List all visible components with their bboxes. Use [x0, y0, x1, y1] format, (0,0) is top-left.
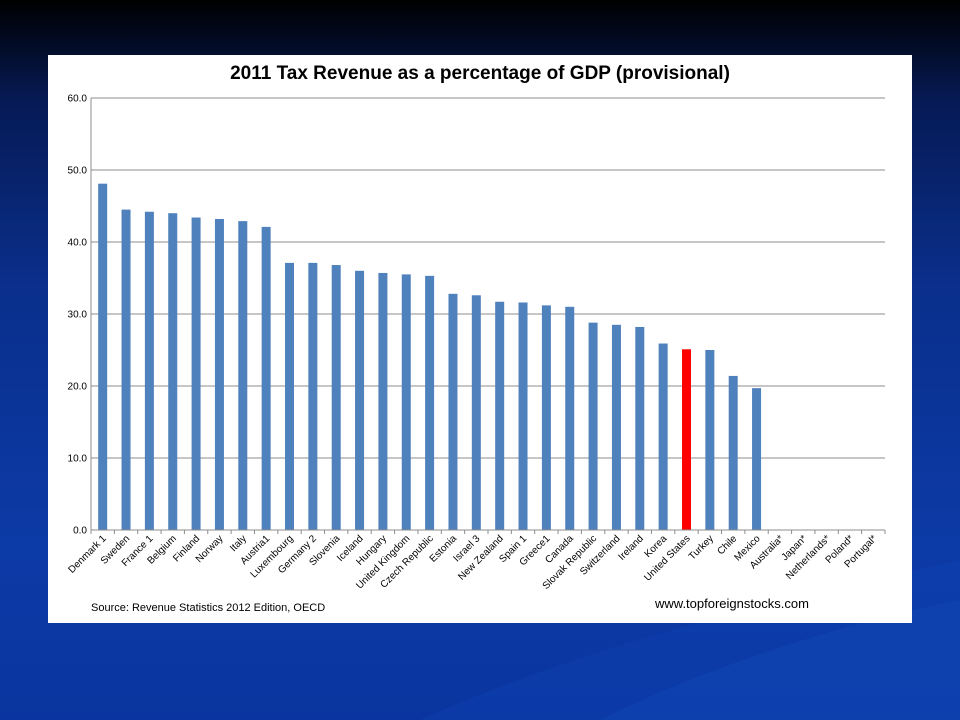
bar	[285, 262, 294, 530]
bar	[611, 324, 621, 530]
bar	[588, 322, 598, 530]
y-tick-label: 20.0	[68, 382, 88, 393]
bar	[448, 293, 458, 530]
chart-panel: 2011 Tax Revenue as a percentage of GDP …	[48, 55, 912, 623]
bar	[121, 209, 131, 530]
bar	[635, 326, 645, 530]
bar	[308, 262, 318, 530]
y-tick-label: 50.0	[68, 166, 88, 177]
bar	[541, 305, 551, 530]
bar	[565, 306, 575, 530]
bar	[728, 375, 738, 530]
x-tick-label: Turkey	[687, 533, 716, 562]
bar	[495, 301, 505, 530]
source-note: Source: Revenue Statistics 2012 Edition,…	[91, 602, 326, 614]
bar	[168, 213, 178, 530]
bar	[98, 183, 108, 530]
bar	[658, 343, 668, 530]
y-tick-label: 30.0	[68, 310, 88, 321]
bar	[752, 388, 762, 530]
bar	[705, 350, 715, 530]
x-tick-label: Ireland	[617, 533, 646, 562]
bar	[144, 211, 154, 530]
bar	[191, 217, 201, 530]
bar	[425, 275, 435, 530]
y-tick-label: 10.0	[68, 454, 88, 465]
bar	[471, 295, 481, 530]
y-tick-label: 60.0	[68, 94, 88, 105]
bar	[214, 218, 224, 530]
chart-title: 2011 Tax Revenue as a percentage of GDP …	[230, 63, 730, 84]
bar	[401, 274, 411, 530]
bar	[331, 265, 341, 530]
bar	[355, 270, 365, 530]
bar	[518, 302, 528, 530]
website-credit: www.topforeignstocks.com	[655, 596, 809, 611]
y-tick-label: 40.0	[68, 238, 88, 249]
bar	[378, 272, 388, 530]
bar	[261, 226, 271, 530]
bar	[238, 221, 248, 530]
y-tick-label: 0.0	[73, 526, 87, 537]
bar-highlight	[682, 349, 691, 530]
